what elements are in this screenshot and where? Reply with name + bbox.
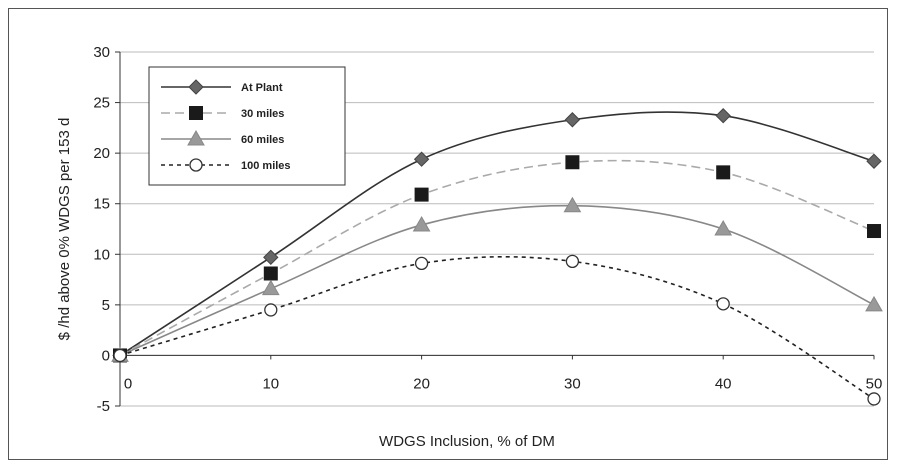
- y-tick-label: 25: [93, 95, 110, 112]
- data-point: [866, 153, 882, 169]
- x-tick-label: 0: [124, 375, 132, 392]
- y-tick-label: 15: [93, 196, 110, 213]
- x-tick-label: 30: [564, 375, 581, 392]
- data-point: [264, 303, 278, 317]
- x-tick-label: 50: [866, 375, 883, 392]
- x-axis-title: WDGS Inclusion, % of DM: [379, 433, 555, 450]
- legend-marker: [189, 106, 203, 120]
- legend-marker: [188, 79, 204, 95]
- y-axis-title: $ /hd above 0% WDGS per 153 d: [56, 118, 73, 341]
- data-point: [263, 266, 278, 281]
- legend-label: At Plant: [241, 82, 283, 94]
- data-point: [865, 295, 883, 312]
- data-point: [564, 112, 581, 128]
- data-point: [261, 279, 280, 296]
- legend-label: 30 miles: [241, 108, 284, 120]
- data-point: [714, 219, 733, 236]
- legend-label: 60 miles: [241, 134, 284, 146]
- x-tick-label: 40: [715, 375, 732, 392]
- series-line-100-miles: [119, 255, 875, 400]
- line-chart: -5 0 5 10 15 20 25 30 0 10 20 30 40 50 WDGS Inclusion…: [56, 44, 883, 450]
- y-tick-label: 20: [93, 145, 110, 162]
- data-point: [715, 108, 731, 124]
- data-point: [414, 187, 429, 202]
- data-point: [414, 256, 429, 271]
- series-line-at-plant: [119, 111, 875, 357]
- legend-marker: [187, 129, 205, 146]
- legend-marker: [189, 158, 203, 172]
- y-tick-label: 5: [102, 297, 110, 314]
- x-tick-label: 10: [262, 375, 279, 392]
- x-tick-label: 20: [413, 375, 430, 392]
- y-tick-label: -5: [97, 398, 110, 415]
- data-point: [413, 151, 430, 167]
- y-tick-label: 0: [102, 347, 110, 364]
- legend-label: 100 miles: [241, 160, 291, 172]
- legend: At Plant 30 miles 60 miles 100 miles: [148, 66, 346, 186]
- data-point: [716, 297, 730, 311]
- data-point: [565, 155, 580, 170]
- y-tick-label: 10: [93, 246, 110, 263]
- y-tick-label: 30: [93, 44, 110, 61]
- data-point: [412, 215, 431, 232]
- series-lines: [119, 111, 875, 400]
- tick-labels: -5 0 5 10 15 20 25 30 0 10 20 30 40 50: [93, 44, 882, 415]
- series-line-30-miles: [119, 159, 875, 357]
- series-line-60-miles: [119, 204, 875, 357]
- data-point: [565, 254, 580, 269]
- data-point: [716, 165, 731, 180]
- data-point: [263, 249, 279, 266]
- chart-frame: -5 0 5 10 15 20 25 30 0 10 20 30 40 50 WDGS Inclusion…: [8, 8, 888, 460]
- data-point: [867, 224, 881, 239]
- data-point: [113, 348, 127, 363]
- data-point: [867, 392, 881, 406]
- data-point: [563, 196, 582, 213]
- series-markers: [111, 108, 883, 406]
